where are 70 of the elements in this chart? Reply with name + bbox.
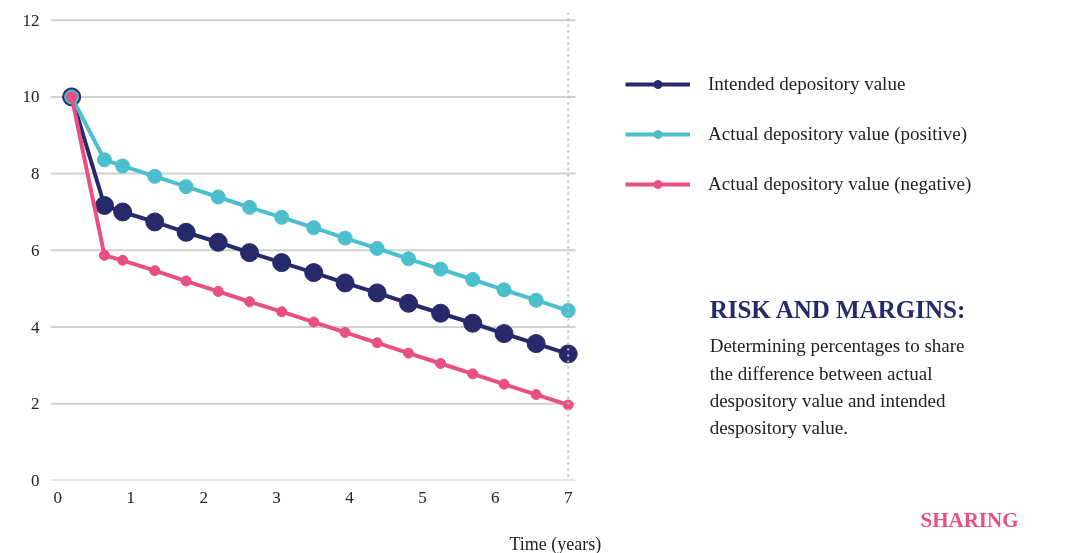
y-tick-label: 12 — [22, 10, 40, 30]
point — [403, 347, 415, 359]
point — [276, 306, 288, 318]
point — [337, 230, 353, 246]
point — [339, 326, 351, 338]
point — [306, 220, 322, 236]
point — [367, 283, 387, 303]
point — [212, 285, 224, 297]
y-tick-label: 0 — [31, 471, 40, 490]
point — [433, 261, 449, 277]
x-tick-label: 4 — [345, 487, 355, 507]
point — [335, 273, 355, 293]
point — [242, 199, 258, 215]
point — [528, 292, 544, 308]
y-tick-label: 8 — [31, 164, 40, 184]
point — [560, 303, 576, 319]
point — [371, 337, 383, 349]
legend-label: Actual depository value (negative) — [708, 173, 972, 195]
point — [149, 265, 161, 277]
point — [401, 251, 417, 267]
text: RISK AND MARGINS: — [709, 296, 966, 324]
point — [304, 263, 324, 283]
point — [113, 202, 133, 222]
x-tick-label: 5 — [418, 487, 427, 507]
x-axis-title: Time (years) — [509, 533, 602, 553]
point — [496, 282, 512, 298]
point — [435, 358, 447, 369]
y-tick-label: 10 — [22, 87, 40, 107]
point — [399, 293, 419, 313]
x-tick-label: 3 — [272, 487, 281, 507]
text: SHARING — [920, 507, 1019, 532]
point — [244, 296, 256, 308]
point — [530, 389, 542, 401]
point — [272, 253, 292, 273]
point — [117, 254, 129, 266]
x-tick-label: 7 — [563, 487, 573, 507]
point — [115, 158, 131, 174]
point — [498, 378, 510, 390]
y-tick-label: 4 — [31, 317, 40, 337]
point — [147, 168, 163, 184]
point — [467, 368, 479, 380]
x-tick-label: 2 — [199, 487, 208, 507]
point — [145, 212, 165, 232]
legend-label: Intended depository value — [708, 73, 906, 95]
point — [210, 189, 226, 205]
x-tick-label: 1 — [126, 487, 135, 507]
point — [526, 334, 546, 354]
point — [274, 209, 290, 225]
point — [562, 399, 574, 411]
point — [308, 316, 320, 328]
x-tick-label: 6 — [491, 487, 500, 507]
x-tick-label: 0 — [53, 487, 63, 507]
point — [96, 152, 112, 168]
y-tick-label: 6 — [31, 240, 40, 260]
point — [180, 275, 192, 287]
point — [98, 249, 110, 261]
point — [463, 313, 483, 333]
point — [494, 324, 514, 344]
text: Determining percentages to share the difference between actual despository value and intended despository value. — [709, 335, 965, 439]
point — [431, 303, 451, 323]
y-tick-label: 2 — [31, 394, 40, 414]
point — [94, 195, 114, 215]
point — [240, 243, 260, 263]
point — [176, 222, 196, 242]
point — [558, 344, 578, 364]
point — [465, 272, 481, 287]
point — [369, 240, 385, 256]
point — [208, 232, 228, 252]
point — [178, 179, 194, 195]
legend-label: Actual depository value (positive) — [708, 123, 968, 145]
